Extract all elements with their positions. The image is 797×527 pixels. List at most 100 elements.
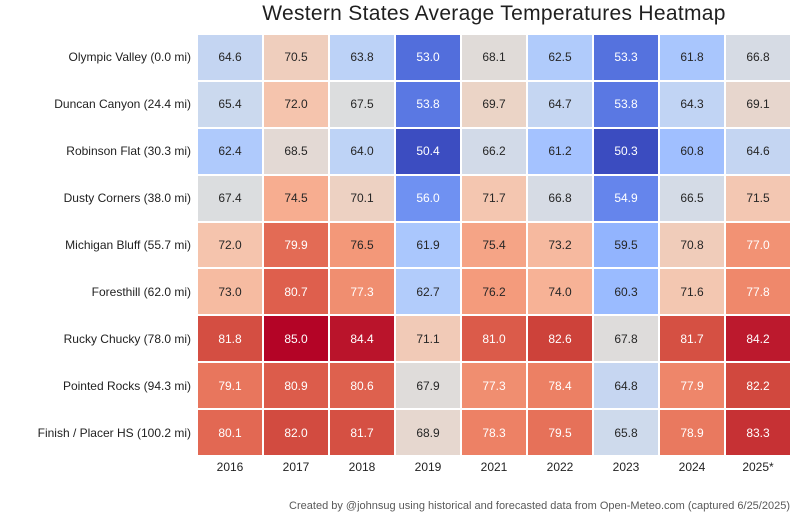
heatmap-cell: 67.4 [198,175,262,221]
heatmap-cell: 77.8 [726,269,790,315]
heatmap-cell: 64.3 [660,81,724,127]
heatmap-cell: 60.3 [594,269,658,315]
attribution-caption: Created by @johnsug using historical and… [289,500,790,512]
heatmap-cell: 66.8 [528,175,592,221]
heatmap-cell: 74.0 [528,269,592,315]
heatmap-cell: 64.6 [726,128,790,174]
heatmap-cell: 70.8 [660,222,724,268]
x-tick-label: 2022 [546,460,574,474]
heatmap-cell: 53.8 [396,81,460,127]
heatmap-cell: 63.8 [330,35,394,80]
row-label: Pointed Rocks (94.3 mi) [62,378,191,393]
heatmap-cell: 66.8 [726,35,790,80]
heatmap-cell: 81.7 [330,410,394,455]
heatmap-cell: 79.9 [264,222,328,268]
heatmap-cell: 70.5 [264,35,328,80]
heatmap-cell: 83.3 [726,410,790,455]
heatmap-cell: 81.0 [462,316,526,362]
row-label: Olympic Valley (0.0 mi) [68,50,191,65]
heatmap-cell: 68.5 [264,128,328,174]
row-label: Rucky Chucky (78.0 mi) [63,331,191,346]
x-tick-label: 2018 [348,460,376,474]
heatmap-cell: 78.3 [462,410,526,455]
heatmap-cell: 56.0 [396,175,460,221]
heatmap-cell: 62.5 [528,35,592,80]
heatmap-cell: 84.2 [726,316,790,362]
x-tick-label: 2025* [742,460,774,474]
heatmap-cell: 78.9 [660,410,724,455]
heatmap-cell: 61.9 [396,222,460,268]
heatmap-cell: 67.5 [330,81,394,127]
heatmap-cell: 65.4 [198,81,262,127]
row-label: Finish / Placer HS (100.2 mi) [37,425,191,440]
heatmap-cell: 61.2 [528,128,592,174]
heatmap-cell: 62.4 [198,128,262,174]
heatmap-cell: 73.2 [528,222,592,268]
heatmap-cell: 53.3 [594,35,658,80]
heatmap-cell: 54.9 [594,175,658,221]
heatmap-cell: 62.7 [396,269,460,315]
heatmap-cell: 71.1 [396,316,460,362]
heatmap-cell: 76.2 [462,269,526,315]
heatmap-cell: 67.8 [594,316,658,362]
heatmap-cell: 80.6 [330,363,394,409]
heatmap-cell: 72.0 [264,81,328,127]
heatmap-cell: 68.9 [396,410,460,455]
x-tick-label: 2017 [282,460,310,474]
heatmap-cell: 81.8 [198,316,262,362]
x-tick-label: 2024 [678,460,706,474]
heatmap-cell: 80.1 [198,410,262,455]
heatmap-cell: 50.3 [594,128,658,174]
heatmap-cell: 65.8 [594,410,658,455]
heatmap-cell: 53.8 [594,81,658,127]
heatmap-cell: 71.7 [462,175,526,221]
heatmap-grid: 64.6 70.5 63.8 53.0 68.1 62.5 53.3 61.8 66.8 65.4… [198,35,790,455]
x-tick-label: 2023 [612,460,640,474]
heatmap-cell: 80.9 [264,363,328,409]
heatmap-cell: 84.4 [330,316,394,362]
heatmap-cell: 70.1 [330,175,394,221]
heatmap-cell: 79.1 [198,363,262,409]
heatmap-cell: 60.8 [660,128,724,174]
heatmap-cell: 76.5 [330,222,394,268]
heatmap-cell: 71.5 [726,175,790,221]
x-axis-labels: 2016 2017 2018 2019 2021 2022 2023 2024 2025* [198,457,790,477]
heatmap-cell: 77.3 [462,363,526,409]
heatmap-cell: 69.7 [462,81,526,127]
heatmap-cell: 77.0 [726,222,790,268]
heatmap-cell: 68.1 [462,35,526,80]
heatmap-cell: 73.0 [198,269,262,315]
heatmap-cell: 81.7 [660,316,724,362]
x-tick-label: 2021 [480,460,508,474]
heatmap-cell: 64.0 [330,128,394,174]
row-label: Foresthill (62.0 mi) [91,284,191,299]
row-label: Michigan Bluff (55.7 mi) [65,237,191,252]
heatmap-cell: 69.1 [726,81,790,127]
heatmap-cell: 66.5 [660,175,724,221]
heatmap-cell: 77.9 [660,363,724,409]
row-label: Robinson Flat (30.3 mi) [66,144,191,159]
row-label: Duncan Canyon (24.4 mi) [54,97,191,112]
heatmap-cell: 79.5 [528,410,592,455]
heatmap-cell: 82.6 [528,316,592,362]
heatmap-cell: 64.8 [594,363,658,409]
x-tick-label: 2019 [414,460,442,474]
y-axis-labels: Olympic Valley (0.0 mi) Duncan Canyon (24… [0,35,191,455]
heatmap-cell: 50.4 [396,128,460,174]
heatmap-cell: 75.4 [462,222,526,268]
heatmap-cell: 80.7 [264,269,328,315]
heatmap-cell: 71.6 [660,269,724,315]
heatmap-cell: 53.0 [396,35,460,80]
heatmap-cell: 72.0 [198,222,262,268]
heatmap-cell: 64.6 [198,35,262,80]
heatmap-cell: 82.2 [726,363,790,409]
heatmap-cell: 82.0 [264,410,328,455]
heatmap-cell: 66.2 [462,128,526,174]
heatmap-cell: 78.4 [528,363,592,409]
heatmap-cell: 64.7 [528,81,592,127]
heatmap-cell: 67.9 [396,363,460,409]
heatmap-cell: 74.5 [264,175,328,221]
heatmap-cell: 85.0 [264,316,328,362]
chart-title: Western States Average Temperatures Heat… [262,2,726,25]
